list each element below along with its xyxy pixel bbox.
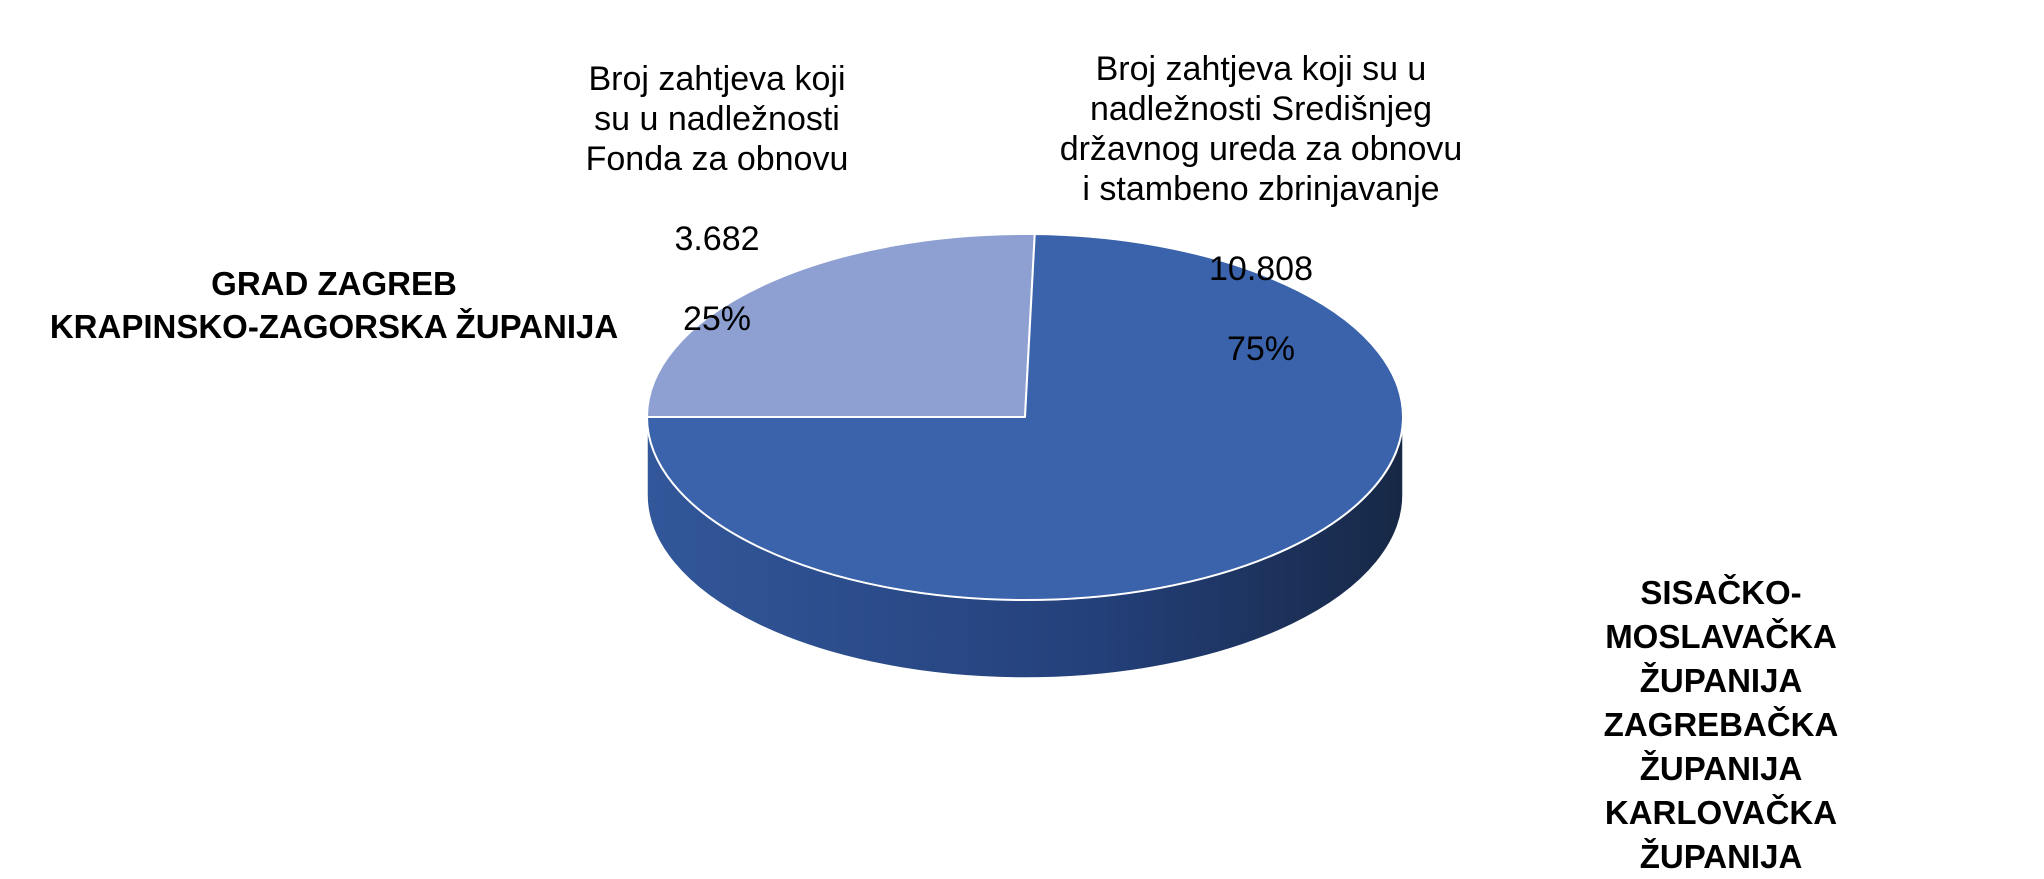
- annotation: SISAČKO-MOSLAVAČKA ŽUPANIJA ZAGREBAČKA Ž…: [1603, 574, 1839, 875]
- slice-label: Broj zahtjeva koji su u nadležnosti Sred…: [1060, 9, 1463, 409]
- slice: [646, 233, 1404, 601]
- chart: [646, 233, 1404, 679]
- slice: [646, 233, 1036, 418]
- category-label: Broj zahtjeva koji su u nadležnosti Sred…: [1059, 50, 1463, 208]
- annotation: GRAD ZAGREB KRAPINSKO-ZAGORSKA ŽUPANIJA: [49, 265, 619, 345]
- page: {"chart_data": { "type": "pie3d", "categ…: [49, 9, 1839, 875]
- slice-label: Broj zahtjeva koji su u nadležnosti Fond…: [586, 19, 849, 379]
- category-label: Broj zahtjeva koji su u nadležnosti Fond…: [585, 60, 849, 178]
- percent-label: 25%: [682, 300, 752, 338]
- value-label: 3.682: [674, 220, 760, 258]
- percent-label: 75%: [1226, 330, 1296, 368]
- value-label: 10.808: [1209, 250, 1313, 288]
